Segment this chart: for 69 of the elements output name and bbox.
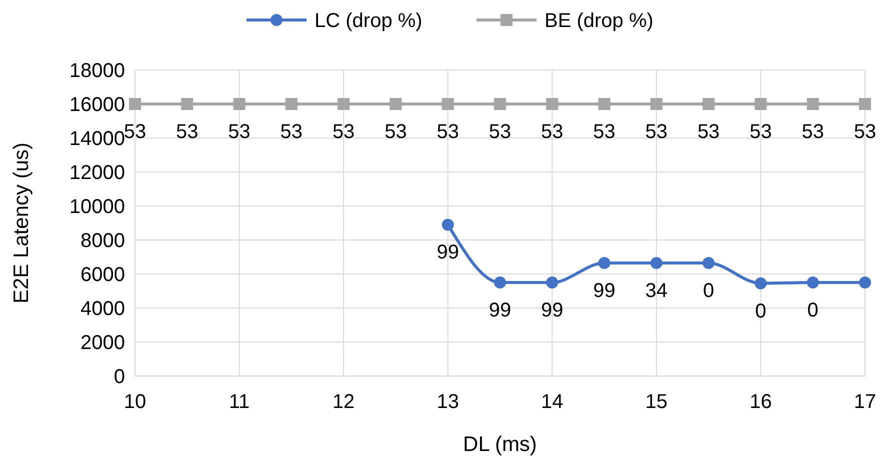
point bbox=[181, 98, 194, 110]
x-tick-label: 14 bbox=[541, 391, 564, 413]
y-tick-label: 10000 bbox=[69, 196, 125, 218]
point bbox=[859, 98, 871, 110]
point bbox=[442, 98, 454, 110]
annotation: 53 bbox=[124, 121, 146, 143]
x-tick-label: 17 bbox=[854, 391, 876, 413]
annotation: 99 bbox=[541, 300, 564, 322]
annotation: 53 bbox=[697, 121, 720, 143]
point bbox=[442, 218, 454, 231]
x-tick-label: 10 bbox=[124, 391, 146, 413]
y-tick-label: 6000 bbox=[80, 264, 125, 286]
annotation: 0 bbox=[755, 300, 766, 322]
point bbox=[650, 256, 662, 269]
x-axis-title: DL (ms) bbox=[463, 433, 537, 456]
y-tick-label: 8000 bbox=[80, 230, 125, 252]
point bbox=[702, 98, 715, 110]
y-tick-label: 18000 bbox=[69, 60, 125, 82]
annotation: 53 bbox=[280, 121, 303, 143]
x-tick-label: 13 bbox=[436, 391, 459, 413]
point bbox=[285, 98, 298, 110]
annotation: 53 bbox=[436, 121, 459, 143]
point bbox=[859, 276, 871, 288]
annotation: 53 bbox=[384, 121, 407, 143]
annotation: 53 bbox=[593, 121, 616, 143]
x-tick-label: 12 bbox=[332, 391, 355, 413]
annotation: 53 bbox=[854, 121, 876, 143]
annotation: 53 bbox=[750, 121, 772, 143]
point bbox=[494, 98, 506, 110]
point bbox=[806, 276, 819, 288]
point bbox=[546, 276, 558, 288]
annotation: 99 bbox=[436, 242, 459, 264]
annotation: 99 bbox=[593, 280, 616, 302]
y-tick-label: 0 bbox=[114, 366, 125, 388]
annotation: 53 bbox=[228, 121, 250, 143]
point bbox=[338, 98, 350, 110]
point bbox=[233, 98, 246, 110]
x-tick-label: 16 bbox=[750, 391, 772, 413]
annotation: 99 bbox=[488, 300, 512, 322]
x-tick-label: 11 bbox=[228, 391, 250, 413]
annotation: 53 bbox=[488, 121, 512, 143]
legend-label: LC (drop %) bbox=[314, 10, 422, 32]
x-tick-label: 15 bbox=[645, 391, 668, 413]
point bbox=[598, 98, 610, 110]
point bbox=[754, 98, 767, 110]
point bbox=[129, 98, 141, 110]
annotation: 0 bbox=[703, 280, 714, 302]
point bbox=[546, 98, 558, 110]
point bbox=[390, 98, 402, 110]
y-tick-label: 16000 bbox=[69, 94, 125, 116]
annotation: 53 bbox=[802, 121, 824, 143]
point bbox=[702, 256, 715, 269]
annotation: 53 bbox=[332, 121, 355, 143]
point bbox=[650, 98, 662, 110]
legend-label: BE (drop %) bbox=[544, 10, 654, 32]
y-tick-label: 12000 bbox=[69, 162, 125, 184]
point bbox=[806, 98, 819, 110]
y-axis-title: E2E Latency (us) bbox=[10, 142, 33, 304]
annotation: 53 bbox=[645, 121, 668, 143]
annotation: 0 bbox=[807, 300, 818, 322]
y-tick-label: 14000 bbox=[69, 128, 125, 150]
annotation: 34 bbox=[645, 280, 668, 302]
point bbox=[598, 256, 610, 269]
annotation: 53 bbox=[176, 121, 198, 143]
y-tick-label: 4000 bbox=[80, 298, 125, 320]
annotation: 53 bbox=[541, 121, 564, 143]
point bbox=[494, 276, 506, 288]
point bbox=[754, 277, 767, 290]
y-tick-label: 2000 bbox=[80, 332, 125, 354]
